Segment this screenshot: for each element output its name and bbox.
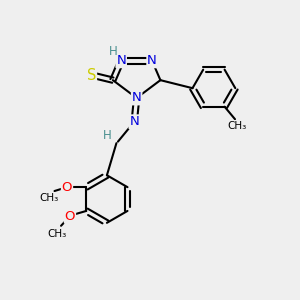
Text: N: N <box>132 92 142 104</box>
Text: S: S <box>87 68 96 83</box>
Text: N: N <box>116 54 126 67</box>
Text: H: H <box>103 129 111 142</box>
Text: N: N <box>147 54 157 67</box>
Text: O: O <box>65 210 75 223</box>
Text: CH₃: CH₃ <box>227 121 247 131</box>
Text: H: H <box>109 44 117 58</box>
Text: CH₃: CH₃ <box>40 193 59 203</box>
Text: O: O <box>62 181 72 194</box>
Text: CH₃: CH₃ <box>47 229 66 239</box>
Text: N: N <box>129 115 139 128</box>
